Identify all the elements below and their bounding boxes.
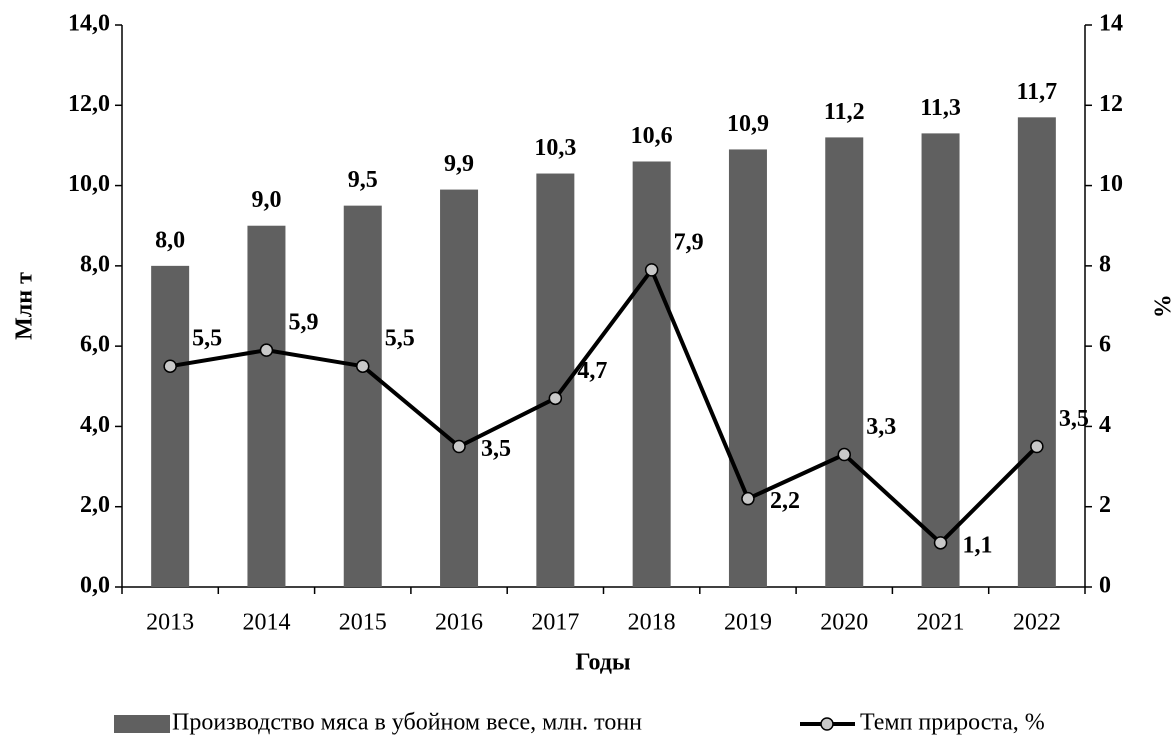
x-tick-label: 2015 (339, 610, 387, 636)
x-tick-label: 2016 (435, 610, 483, 636)
line-value-label: 5,5 (385, 326, 415, 352)
x-tick-label: 2021 (917, 610, 965, 636)
bar (247, 225, 286, 587)
line-value-label: 5,9 (288, 310, 318, 336)
bar (921, 133, 960, 587)
x-tick-label: 2022 (1013, 610, 1061, 636)
x-axis-title: Годы (575, 650, 631, 676)
legend-marker (820, 717, 834, 731)
line-marker (933, 536, 948, 550)
line-value-label: 7,9 (674, 229, 704, 255)
y2-tick-label: 6 (1099, 332, 1111, 358)
legend-label: Производство мяса в убойном весе, млн. т… (172, 710, 642, 736)
bar (728, 149, 767, 587)
bar (440, 189, 479, 588)
line-marker (163, 359, 177, 373)
y2-tick-label: 2 (1099, 492, 1111, 518)
line-marker (741, 491, 755, 506)
bar (151, 265, 190, 587)
y2-tick-label: 4 (1099, 412, 1111, 438)
y-tick-label: 6,0 (80, 332, 110, 358)
y-tick-label: 12,0 (68, 91, 110, 117)
legend-label: Темп прироста, % (860, 710, 1045, 736)
line (169, 265, 1039, 546)
line-marker (452, 439, 466, 454)
line-marker (837, 447, 851, 462)
line-marker (259, 343, 274, 357)
y-tick-label: 8,0 (80, 251, 110, 277)
line-value-label: 3,5 (481, 436, 511, 462)
bar-value-label: 9,0 (251, 187, 281, 213)
bar (632, 161, 671, 587)
y-axis-title: Млн т (12, 272, 38, 340)
y-tick-label: 14,0 (68, 11, 110, 37)
bar-value-label: 8,0 (155, 227, 185, 253)
y-tick-label: 10,0 (68, 171, 110, 197)
legend-swatch (114, 715, 170, 733)
line-marker (356, 359, 370, 373)
x-tick-label: 2020 (820, 610, 868, 636)
x-tick-label: 2017 (531, 610, 579, 636)
y-tick-label: 0,0 (80, 573, 110, 599)
bar-value-label: 9,9 (444, 151, 474, 177)
y2-tick-label: 12 (1099, 91, 1123, 117)
line-value-label: 1,1 (963, 532, 993, 558)
line-value-label: 3,3 (866, 414, 896, 440)
line-value-label: 4,7 (577, 358, 607, 384)
x-tick-label: 2014 (242, 610, 290, 636)
y2-tick-label: 14 (1099, 11, 1123, 37)
line-value-label: 3,5 (1059, 406, 1089, 432)
bar-value-label: 11,3 (920, 95, 961, 121)
y-tick-label: 4,0 (80, 412, 110, 438)
bar-value-label: 9,5 (348, 167, 378, 193)
x-tick-label: 2018 (628, 610, 676, 636)
bar (825, 137, 864, 587)
bar (1017, 117, 1056, 587)
x-tick-label: 2019 (724, 610, 772, 636)
y-tick-label: 2,0 (80, 492, 110, 518)
bar-value-label: 10,9 (727, 111, 769, 137)
line-value-label: 2,2 (770, 488, 800, 514)
y2-tick-label: 0 (1099, 573, 1111, 599)
line-marker (548, 391, 563, 406)
bar-value-label: 11,2 (824, 99, 865, 125)
line-marker (644, 263, 659, 277)
bar-value-label: 10,3 (534, 135, 576, 161)
bar-value-label: 11,7 (1017, 79, 1058, 105)
line-value-label: 5,5 (192, 326, 222, 352)
y2-tick-label: 10 (1099, 171, 1123, 197)
bar (343, 205, 382, 587)
y2-axis-title: % (1148, 294, 1174, 318)
line-marker (1030, 439, 1044, 454)
y2-tick-label: 8 (1099, 251, 1111, 277)
x-tick-label: 2013 (146, 610, 194, 636)
bar-value-label: 10,6 (631, 123, 673, 149)
